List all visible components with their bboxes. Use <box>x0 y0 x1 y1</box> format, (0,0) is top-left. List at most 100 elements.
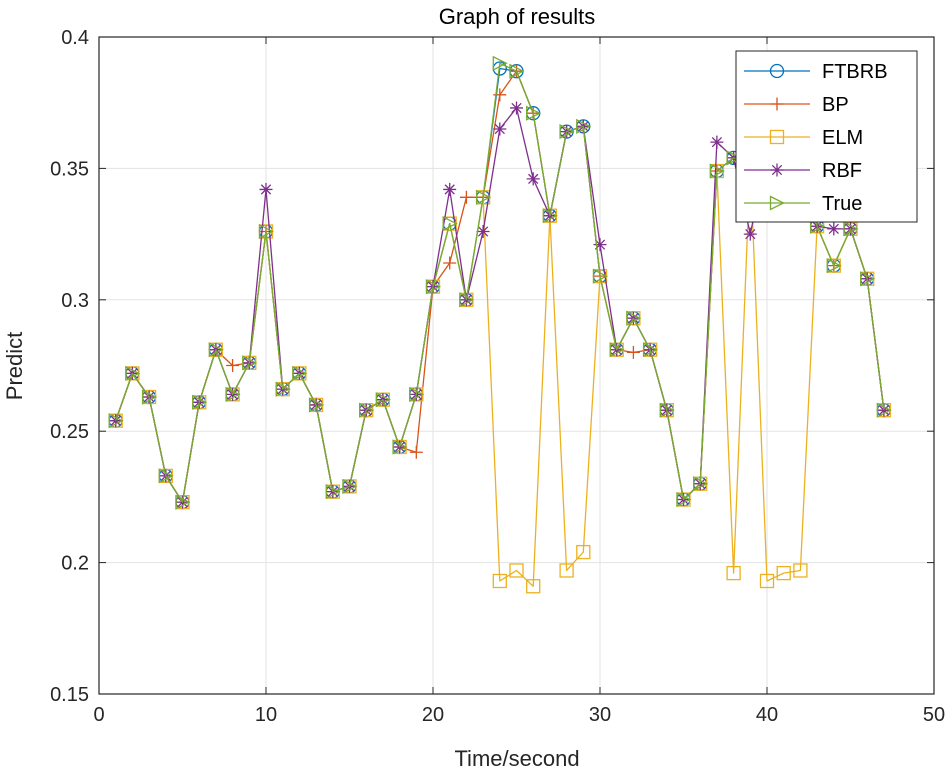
data-point-elm <box>759 573 775 589</box>
plot-frame <box>98 36 935 695</box>
data-point-true <box>576 118 592 134</box>
data-point-true <box>242 355 258 371</box>
data-point-rbf <box>743 227 757 241</box>
x-tick-label: 20 <box>422 704 444 726</box>
data-point-true <box>275 381 291 397</box>
data-point-true <box>609 342 625 358</box>
data-point-true <box>876 402 892 418</box>
data-point-bp <box>409 445 423 459</box>
x-tick-label: 30 <box>589 704 611 726</box>
data-point-true <box>809 218 826 234</box>
data-point-true <box>659 402 675 418</box>
x-tick-label: 40 <box>756 704 778 726</box>
legend-label: True <box>822 193 862 215</box>
data-point-true <box>709 163 725 179</box>
legend-label: ELM <box>822 127 863 149</box>
legend-label: RBF <box>822 160 862 182</box>
data-point-true <box>308 397 325 413</box>
data-point-true <box>292 365 308 381</box>
y-tick-label: 0.35 <box>50 158 89 180</box>
data-point-rbf <box>510 101 523 115</box>
data-point-true <box>392 439 408 455</box>
data-point-true <box>409 386 425 402</box>
data-point-elm <box>559 563 574 578</box>
data-point-true <box>442 216 458 232</box>
legend-marker-rbf <box>770 163 784 177</box>
data-point-elm <box>576 544 591 560</box>
data-point-rbf <box>526 172 540 186</box>
legend-item-rbf: RBF <box>744 160 862 182</box>
x-tick-label: 10 <box>255 704 277 726</box>
data-point-bp <box>226 359 240 372</box>
data-point-true <box>592 268 608 284</box>
y-axis-title: Predict <box>2 332 27 400</box>
data-point-rbf <box>476 224 490 238</box>
data-point-true <box>843 221 859 237</box>
data-point-elm <box>726 565 741 581</box>
legend-marker-true <box>769 195 785 211</box>
legend-marker-ftbrb <box>769 63 785 79</box>
data-point-true <box>826 258 842 274</box>
data-point-true <box>158 468 174 484</box>
data-point-true <box>459 292 475 308</box>
y-tick-label: 0.25 <box>50 421 89 443</box>
chart-title: Graph of results <box>439 4 596 29</box>
axis-ticks: 0 10 20 30 40 50 0.15 0.2 0.25 0.3 0.35 0.4 <box>50 27 945 726</box>
data-point-true <box>192 394 208 410</box>
x-axis-title: Time/second <box>454 746 579 771</box>
data-point-elm <box>526 579 541 594</box>
data-point-true <box>642 342 659 358</box>
data-point-rbf <box>259 182 273 196</box>
x-tick-label: 0 <box>93 704 104 726</box>
legend-item-ftbrb: FTBRB <box>744 61 888 83</box>
data-point-true <box>359 402 375 418</box>
data-point-true <box>425 279 441 295</box>
data-point-rbf <box>493 122 507 136</box>
data-point-true <box>342 478 358 494</box>
legend-item-bp: BP <box>744 94 849 116</box>
legend-item-true: True <box>744 193 862 215</box>
data-point-true <box>542 208 558 224</box>
data-point-rbf <box>827 222 841 236</box>
data-point-true <box>726 150 742 166</box>
data-point-true <box>225 386 241 402</box>
data-point-true <box>676 491 692 508</box>
data-point-bp <box>443 256 457 270</box>
data-point-true <box>125 365 141 381</box>
y-tick-label: 0.2 <box>61 553 89 575</box>
data-point-true <box>108 413 124 429</box>
data-point-true <box>258 223 274 240</box>
y-tick-label: 0.3 <box>61 290 89 312</box>
y-tick-label: 0.15 <box>50 684 89 706</box>
data-point-true <box>509 63 525 79</box>
data-point-true <box>141 389 158 405</box>
legend-label: BP <box>822 94 849 116</box>
legend-item-elm: ELM <box>744 127 863 149</box>
legend-marker-elm <box>769 129 785 145</box>
data-point-rbf <box>593 238 607 252</box>
data-point-true <box>175 494 191 510</box>
data-point-true <box>375 392 391 408</box>
data-point-bp <box>459 190 473 204</box>
y-tick-label: 0.4 <box>61 27 89 49</box>
data-point-true <box>208 342 224 358</box>
legend-label: FTBRB <box>822 61 888 83</box>
data-point-true <box>475 189 492 205</box>
data-point-elm <box>776 565 791 581</box>
data-point-true <box>559 124 575 140</box>
data-point-bp <box>626 345 640 359</box>
legend-marker-bp <box>770 97 784 111</box>
x-tick-label: 50 <box>923 704 945 726</box>
data-point-true <box>492 55 508 71</box>
data-point-elm <box>793 563 808 578</box>
data-point-true <box>325 484 341 500</box>
data-point-elm <box>509 563 524 578</box>
data-point-true <box>693 476 709 492</box>
legend: FTBRB BP ELM RBF True <box>735 50 918 223</box>
data-point-rbf <box>710 135 724 149</box>
data-point-elm <box>492 573 507 589</box>
data-point-rbf <box>443 182 457 196</box>
data-point-true <box>860 271 876 287</box>
data-point-true <box>626 310 642 326</box>
